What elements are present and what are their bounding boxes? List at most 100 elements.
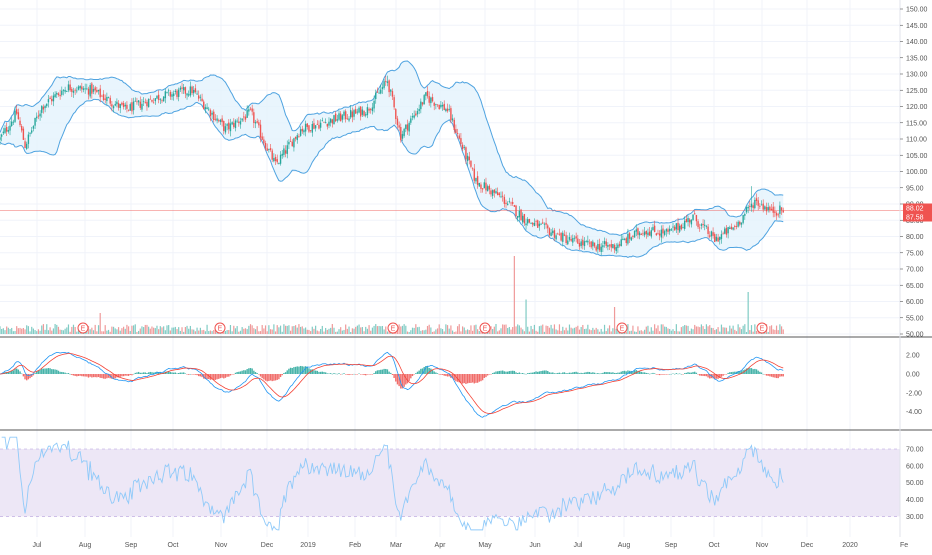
candle-body — [396, 118, 399, 126]
volume-bar — [14, 331, 16, 334]
volume-bar — [431, 331, 434, 334]
macd-histogram-bar — [745, 368, 748, 374]
candle-body — [638, 232, 641, 236]
candle-body — [416, 111, 419, 115]
macd-histogram-bar — [136, 372, 138, 374]
macd-histogram-bar — [617, 372, 619, 374]
macd-histogram-bar — [478, 374, 480, 382]
macd-histogram-bar — [388, 371, 390, 374]
volume-bar — [169, 330, 171, 334]
candle-body — [241, 118, 243, 121]
macd-histogram-bar — [672, 373, 674, 375]
candle-body — [430, 97, 432, 104]
candle-body — [166, 91, 168, 93]
time-axis-label: Jul — [33, 542, 42, 549]
volume-bar — [320, 328, 322, 334]
macd-histogram-bar — [339, 374, 342, 375]
volume-bar — [446, 325, 449, 334]
volume-bar — [233, 325, 235, 334]
macd-histogram-bar — [326, 373, 329, 374]
candle-body — [164, 91, 167, 99]
macd-histogram-bar — [228, 374, 230, 377]
volume-bar — [259, 331, 262, 334]
macd-histogram-bar — [650, 373, 652, 374]
candle-body — [522, 215, 524, 223]
volume-bar — [560, 330, 562, 334]
volume-bar — [174, 326, 176, 334]
macd-histogram-bar — [146, 373, 148, 374]
volume-bar — [750, 325, 753, 334]
volume-bar — [1, 328, 3, 334]
candle-body — [530, 222, 532, 224]
candle-body — [131, 102, 133, 112]
candle-body — [685, 219, 688, 222]
volume-bar — [505, 324, 507, 334]
macd-histogram-bar — [371, 374, 374, 375]
macd-histogram-bar — [697, 374, 699, 375]
volume-bar — [148, 326, 150, 334]
candle-body — [333, 115, 335, 125]
macd-histogram-bar — [204, 374, 207, 380]
volume-bar — [722, 327, 724, 334]
macd-histogram-bar — [453, 374, 455, 381]
candle-body — [59, 94, 61, 97]
macd-histogram-bar — [637, 370, 639, 374]
volume-bar — [425, 329, 427, 334]
candle-body — [174, 90, 177, 93]
macd-histogram-bar — [393, 374, 395, 378]
volume-bar — [356, 325, 358, 334]
candle-body — [308, 125, 310, 132]
macd-histogram-bar — [147, 372, 150, 374]
volume-bar — [600, 328, 602, 334]
candle-body — [0, 134, 3, 137]
candle-body — [269, 148, 272, 151]
candle-body — [355, 109, 357, 114]
candle-body — [111, 104, 113, 107]
candle-body — [99, 88, 101, 98]
candle-body — [660, 229, 663, 238]
volume-bar — [603, 324, 606, 334]
volume-bar — [657, 325, 659, 334]
macd-histogram-bar — [338, 373, 340, 374]
macd-histogram-bar — [765, 374, 768, 376]
volume-bar — [448, 328, 450, 334]
candle-body — [177, 89, 180, 97]
candle-body — [398, 125, 400, 128]
macd-histogram-bar — [293, 367, 295, 374]
volume-bar — [565, 327, 567, 334]
volume-bar — [274, 331, 277, 334]
macd-histogram-bar — [189, 373, 192, 375]
macd-histogram-bar — [304, 366, 307, 374]
macd-histogram-bar — [395, 374, 397, 382]
candle-body — [114, 103, 116, 106]
candle-body — [458, 135, 460, 139]
candle-body — [573, 237, 576, 239]
macd-histogram-bar — [543, 370, 546, 374]
candle-body — [643, 231, 646, 236]
macd-histogram-bar — [600, 373, 602, 374]
volume-bar — [590, 330, 592, 334]
price-axis-label: 75.00 — [906, 250, 924, 257]
macd-histogram-bar — [271, 374, 273, 382]
volume-bar — [735, 331, 738, 334]
macd-histogram-bar — [694, 371, 696, 374]
candle-body — [81, 86, 83, 90]
candle-body — [383, 81, 385, 88]
candle-body — [146, 101, 148, 107]
volume-bar — [71, 326, 73, 334]
candle-body — [585, 241, 587, 242]
candle-body — [264, 142, 267, 149]
macd-histogram-bar — [246, 369, 248, 374]
candle-body — [622, 238, 624, 240]
volume-bar — [79, 331, 81, 334]
candle-body — [229, 123, 232, 132]
price-axis-label: 115.00 — [906, 120, 927, 127]
macd-histogram-bar — [380, 369, 382, 374]
macd-histogram-bar — [72, 374, 75, 376]
candle-body — [199, 96, 202, 98]
macd-histogram-bar — [97, 374, 100, 378]
volume-bar — [106, 330, 108, 334]
macd-histogram-bar — [520, 373, 522, 374]
macd-histogram-bar — [680, 373, 683, 375]
